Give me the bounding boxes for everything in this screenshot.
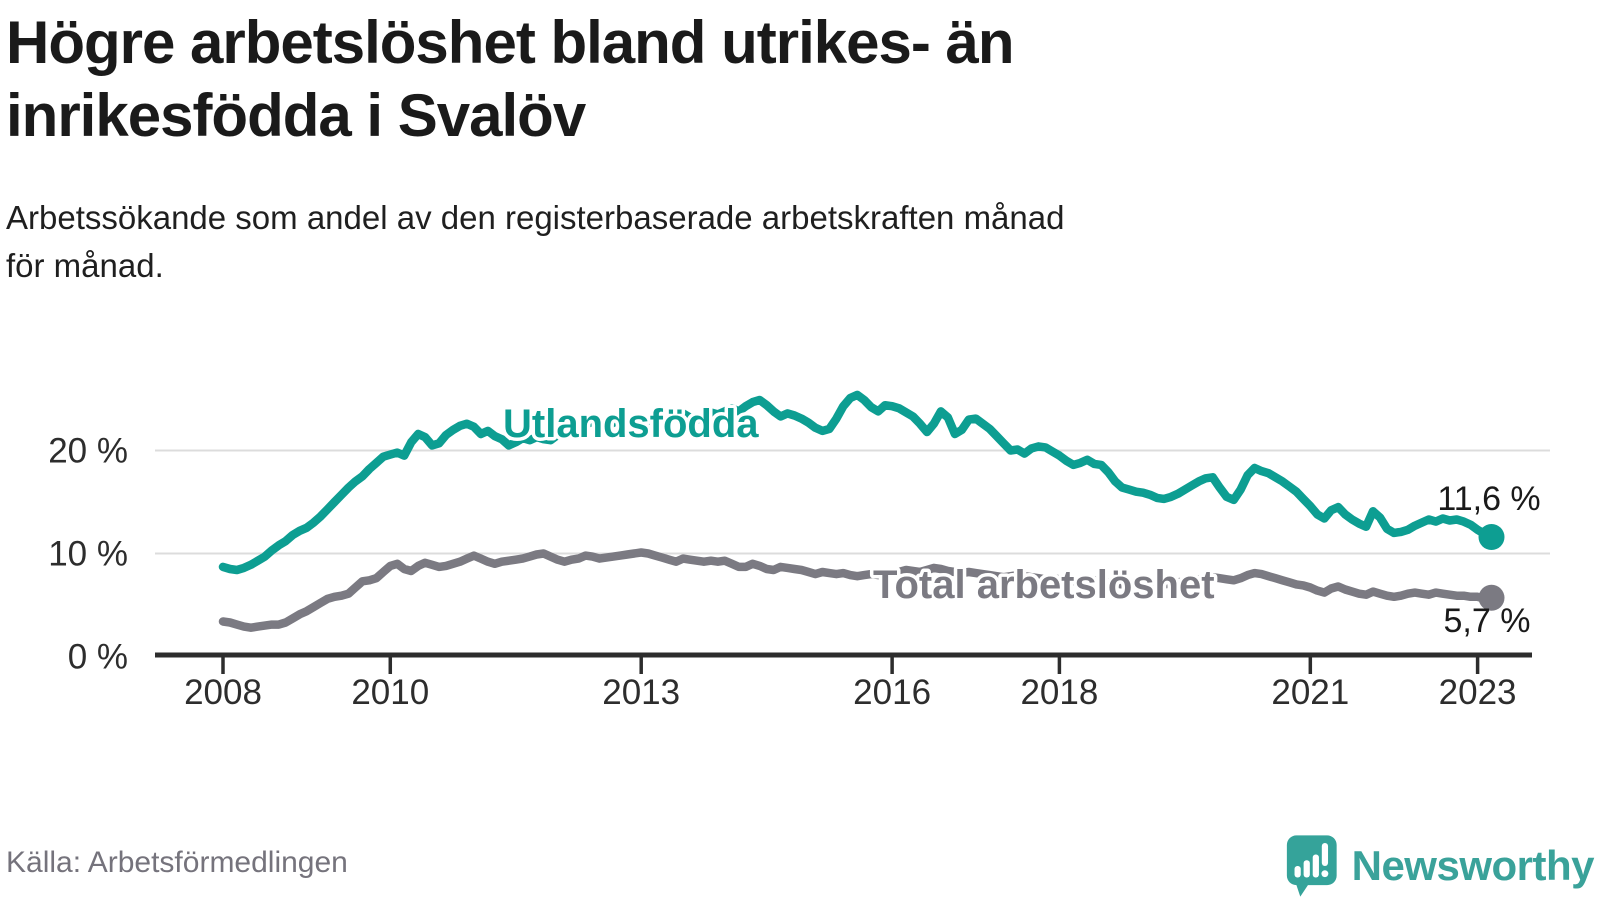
series-lines — [218, 390, 1505, 632]
newsworthy-logo: Newsworthy — [1284, 832, 1595, 900]
y-tick-label-10: 10 % — [48, 535, 128, 574]
series-label-total-arbetsloshet: Total arbetslöshet — [873, 563, 1215, 607]
x-tick-label-2018: 2018 — [1020, 673, 1098, 712]
logo-bar-1 — [1294, 866, 1301, 878]
end-dot-utlandsf-dda — [1478, 524, 1505, 550]
x-axis-tick-labels: 2008 2010 2013 2016 2018 2021 2023 — [184, 673, 1516, 712]
x-tick-label-2010: 2010 — [351, 673, 429, 712]
end-dot-total-arbetsl-shet — [1478, 584, 1505, 611]
line-total-arbetsl-shet — [218, 548, 1496, 632]
x-tick-label-2013: 2013 — [602, 673, 680, 712]
y-tick-label-20: 20 % — [48, 432, 128, 471]
line-utlandsf-dda — [218, 390, 1496, 575]
y-tick-label-0: 0 % — [68, 638, 128, 677]
chart-subtitle: Arbetssökande som andel av den registerb… — [6, 194, 1566, 290]
chart-title-line-1: Högre arbetslöshet bland utrikes- än — [6, 9, 1015, 76]
chart-subtitle-line-1: Arbetssökande som andel av den registerb… — [6, 199, 1065, 236]
gridlines — [155, 449, 1550, 555]
newsworthy-logo-icon — [1286, 835, 1337, 897]
source-note: Källa: Arbetsförmedlingen — [6, 846, 348, 879]
logo-exclamation-dot — [1321, 870, 1329, 878]
logo-exclamation-bar — [1321, 843, 1329, 866]
chart-title-line-2: inrikesfödda i Svalöv — [6, 82, 586, 149]
y-axis-tick-labels: 20 % 10 % 0 % — [48, 432, 128, 677]
end-value-label-utlandsfodda: 11,6 % — [1437, 480, 1540, 518]
x-tick-marks — [221, 657, 1480, 674]
series-label-utlandsfodda: Utlandsfödda — [503, 402, 759, 446]
logo-bubble-shape — [1286, 835, 1337, 897]
x-tick-label-2023: 2023 — [1439, 673, 1517, 712]
x-tick-label-2021: 2021 — [1271, 673, 1349, 712]
x-tick-label-2016: 2016 — [853, 673, 931, 712]
logo-bar-2 — [1303, 860, 1310, 878]
logo-bar-3 — [1312, 854, 1319, 878]
chart-title: Högre arbetslöshet bland utrikes- än inr… — [6, 6, 1456, 152]
end-value-label-total: 5,7 % — [1444, 602, 1531, 640]
newsworthy-wordmark: Newsworthy — [1351, 842, 1595, 889]
chart-subtitle-line-2: för månad. — [6, 247, 164, 284]
x-tick-label-2008: 2008 — [184, 673, 262, 712]
